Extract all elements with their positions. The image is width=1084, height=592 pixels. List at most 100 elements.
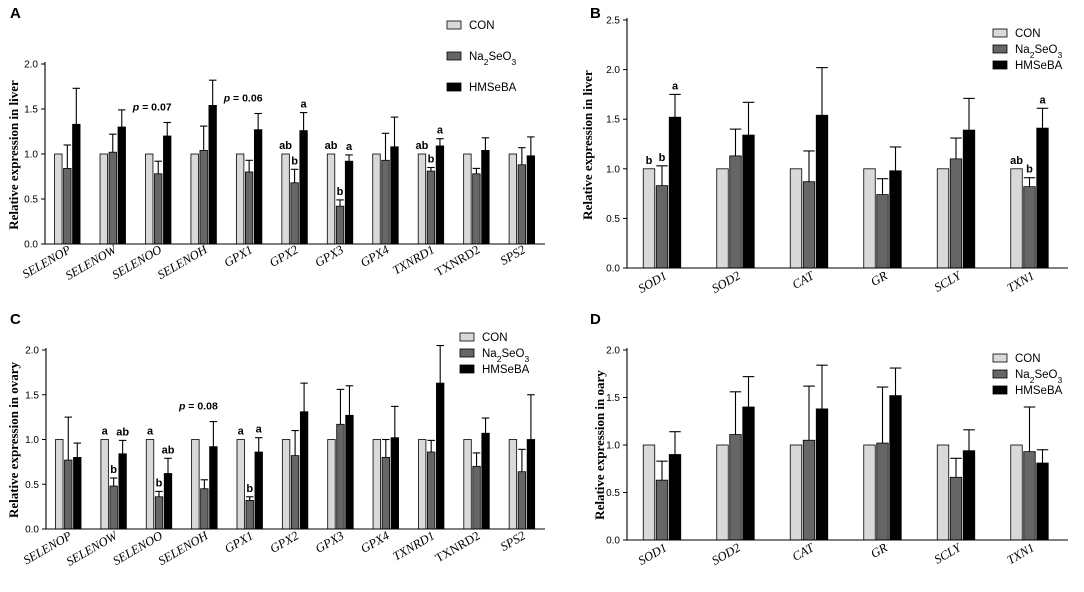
bar-con-gpx1 (236, 439, 245, 530)
bar-na2seo3-gpx2 (290, 182, 299, 245)
bar-con-cat (789, 168, 803, 269)
bar-na2seo3-gpx1 (244, 171, 254, 245)
bar-con-gr (863, 444, 876, 541)
bar-hmseba-selenoo (163, 473, 173, 530)
y-tick-label: 0.5 (25, 480, 39, 491)
bar-hmseba-gpx1 (253, 129, 263, 245)
x-tick-label: SOD1 (636, 540, 669, 567)
legend-swatch-hmseba (459, 364, 475, 374)
bar-hmseba-gpx1 (254, 451, 263, 530)
panel-D: D Relative expression in oary 0.0 0.5 1.0 1.5… (590, 311, 1068, 568)
bar-con-gpx4 (372, 153, 381, 245)
significance-letter: ab (279, 140, 292, 152)
bar-na2seo3-gpx4 (381, 456, 390, 530)
p-value-annotation: p = 0.07 (132, 102, 172, 114)
x-tick-label: SPS2 (498, 528, 528, 553)
bar-con-gpx2 (281, 439, 291, 530)
bar-con-scly (936, 168, 950, 269)
y-tick-label: 1.0 (24, 150, 38, 161)
bar-na2seo3-txn1 (1023, 186, 1036, 269)
significance-letter: a (346, 141, 353, 153)
bar-na2seo3-selenoh (199, 149, 208, 245)
bar-hmseba-selenop (73, 456, 82, 530)
bar-hmseba-sod2 (742, 134, 755, 269)
legend-swatch-con (992, 353, 1008, 363)
legend-swatch-hmseba (992, 60, 1008, 70)
x-tick-label: SCLY (932, 539, 965, 566)
bar-hmseba-gpx4 (390, 146, 399, 245)
x-tick-label: SELENOW (64, 528, 121, 569)
bar-na2seo3-sod2 (729, 155, 742, 269)
y-tick-label: 1.0 (606, 164, 620, 175)
legend-label: Na2SeO3 (469, 51, 516, 67)
legend-label: CON (1015, 28, 1041, 40)
bar-con-sps2 (508, 153, 518, 245)
x-tick-label: GPX2 (268, 528, 301, 555)
y-tick-label: 1.5 (24, 105, 38, 116)
x-tick-label: GPX3 (312, 242, 345, 269)
bar-con-gpx1 (235, 153, 245, 245)
bar-con-gpx2 (281, 153, 290, 245)
bar-hmseba-cat (815, 408, 829, 541)
bar-hmseba-selenop (72, 123, 81, 245)
legend-label: HMSeBA (482, 364, 530, 376)
bar-hmseba-txn1 (1036, 462, 1049, 541)
y-tick-label: 0.5 (24, 195, 38, 206)
panel-label: A (10, 5, 21, 22)
bar-con-txnrd1 (417, 153, 427, 245)
legend-label: Na2SeO3 (1015, 44, 1062, 60)
panel-label: B (590, 5, 601, 22)
bar-na2seo3-cat (802, 439, 816, 541)
bar-hmseba-gr (889, 395, 902, 541)
significance-letter: b (659, 152, 666, 164)
bar-con-sod1 (642, 168, 656, 269)
panel-C: C Relative expression in ovary 0.0 0.5 1.0 1.… (6, 311, 545, 569)
bar-na2seo3-selenow (109, 485, 118, 530)
bar-con-txn1 (1010, 444, 1023, 541)
y-axis-label: Relative expression in liver (580, 70, 595, 220)
bar-na2seo3-txnrd2 (472, 465, 481, 530)
bar-con-selenow (99, 153, 108, 245)
bar-na2seo3-gpx4 (381, 159, 390, 245)
bar-hmseba-txnrd2 (481, 149, 490, 245)
bar-hmseba-gpx2 (299, 411, 309, 530)
significance-letter: ab (162, 444, 175, 456)
bar-hmseba-gr (889, 170, 902, 269)
bar-con-txnrd1 (418, 439, 427, 530)
bar-con-selenop (54, 153, 63, 245)
significance-letter: b (246, 483, 253, 495)
significance-letter: b (646, 155, 653, 167)
significance-letter: b (428, 154, 435, 166)
x-tick-label: CAT (790, 268, 817, 292)
legend-label: Na2SeO3 (482, 348, 529, 364)
legend-swatch-na2seo3 (459, 348, 475, 358)
bar-hmseba-selenoh (208, 105, 217, 245)
p-value-annotation: p = 0.08 (178, 401, 218, 413)
significance-letter: ab (116, 426, 129, 438)
significance-letter: ab (1010, 155, 1023, 167)
y-tick-label: 1.0 (606, 441, 620, 452)
significance-letter: a (1039, 94, 1046, 106)
bar-con-sod1 (642, 444, 656, 541)
y-axis-label: Relative expression in liver (6, 80, 21, 230)
x-tick-label: TXNRD2 (433, 242, 483, 279)
significance-letter: a (102, 426, 109, 438)
x-tick-label: TXNRD2 (433, 528, 483, 565)
bar-na2seo3-selenop (63, 167, 72, 245)
bar-hmseba-txnrd1 (436, 382, 445, 530)
bar-na2seo3-gpx1 (245, 499, 254, 530)
p-value-annotation: p = 0.06 (223, 93, 263, 105)
bar-na2seo3-sps2 (517, 471, 527, 530)
bar-hmseba-sps2 (526, 439, 536, 530)
bar-con-txnrd2 (463, 153, 472, 245)
bar-na2seo3-txn1 (1023, 451, 1036, 541)
bar-na2seo3-txnrd1 (427, 451, 436, 530)
x-tick-label: GPX1 (222, 528, 255, 555)
x-tick-label: SPS2 (498, 242, 528, 267)
legend-swatch-hmseba (992, 385, 1008, 395)
bar-con-gpx4 (372, 439, 381, 530)
x-tick-label: TXN1 (1004, 268, 1036, 295)
legend-label: CON (482, 332, 508, 344)
bar-na2seo3-txnrd1 (426, 170, 436, 245)
